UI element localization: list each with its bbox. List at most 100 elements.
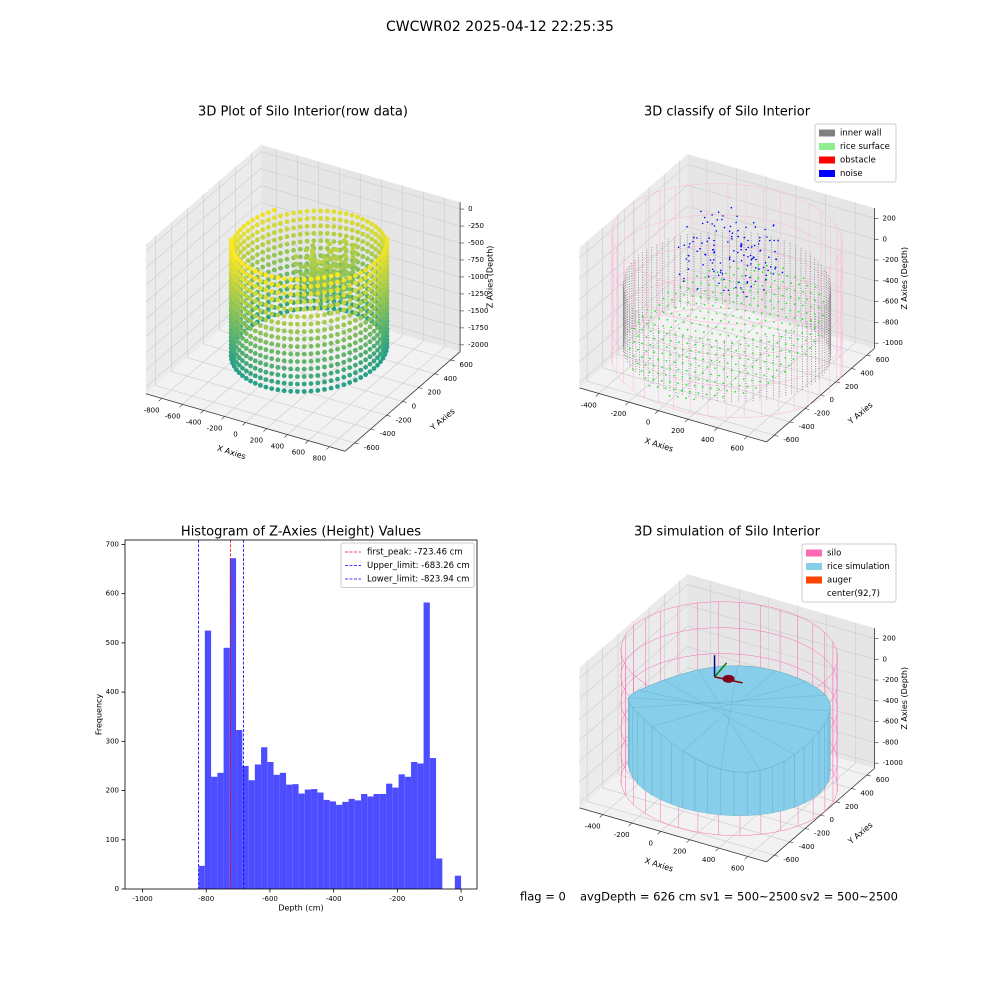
surface-point <box>789 323 791 326</box>
raw-point <box>375 258 380 263</box>
raw-point <box>281 365 287 371</box>
raw-point <box>375 332 380 338</box>
surface-point <box>687 301 690 304</box>
raw-point <box>291 240 296 246</box>
raw-point <box>298 264 304 270</box>
raw-point <box>324 208 330 214</box>
tick-mark <box>774 854 779 857</box>
raw-point <box>288 329 294 334</box>
raw-point <box>311 216 317 221</box>
noise-point <box>723 289 725 292</box>
raw-point <box>331 216 337 222</box>
raw-point <box>240 261 245 266</box>
raw-point <box>341 322 347 328</box>
bar <box>423 602 430 889</box>
surface-point <box>722 382 725 384</box>
raw-point <box>308 336 314 342</box>
raw-point <box>315 350 321 356</box>
raw-point <box>288 366 294 372</box>
x-tick-label: -600 <box>165 412 181 420</box>
raw-point <box>318 245 324 251</box>
raw-point <box>238 234 243 240</box>
raw-point <box>275 282 281 288</box>
rice-mesh <box>663 679 795 755</box>
noise-point <box>678 273 681 276</box>
raw-point <box>353 362 358 368</box>
surface-point <box>756 318 759 321</box>
bar <box>379 793 387 889</box>
raw-point <box>376 227 382 233</box>
raw-point <box>255 215 260 220</box>
surface-point <box>769 272 772 275</box>
z-tick-label: -600 <box>883 298 899 306</box>
surface-point <box>776 328 779 331</box>
raw-point <box>245 258 251 263</box>
raw-point <box>295 292 300 297</box>
raw-point <box>358 330 364 336</box>
raw-point <box>269 348 275 354</box>
raw-point <box>311 238 317 244</box>
tick-mark <box>434 373 439 376</box>
raw-point <box>315 388 321 393</box>
surface-point <box>658 304 661 306</box>
raw-point <box>380 325 386 331</box>
surface-point <box>690 322 693 325</box>
raw-point <box>236 370 242 376</box>
raw-point <box>382 285 388 290</box>
surface-point <box>810 292 813 294</box>
raw-point <box>236 318 242 323</box>
surface-point <box>677 368 680 371</box>
bar <box>223 647 230 889</box>
noise-point <box>745 248 747 251</box>
raw-point <box>335 316 340 322</box>
raw-point <box>380 311 386 316</box>
axes-title: Histogram of Z-Axies (Height) Values <box>181 525 421 540</box>
x-tick-label: 0 <box>459 895 463 903</box>
rice-side <box>629 703 634 779</box>
noise-point <box>727 289 730 292</box>
raw-point <box>284 271 290 277</box>
pane-back <box>687 154 875 349</box>
raw-point <box>328 303 334 309</box>
surface-point <box>707 324 709 327</box>
raw-point <box>295 374 300 379</box>
x-tick-label: 600 <box>731 864 744 872</box>
y-axis-label: Y Axies <box>428 407 457 433</box>
raw-point <box>250 225 255 231</box>
raw-point <box>240 358 245 364</box>
raw-point <box>236 347 242 353</box>
surface-point <box>772 348 774 351</box>
bar <box>217 772 224 889</box>
surface-point <box>644 377 647 380</box>
surface-point <box>794 276 797 278</box>
surface-point <box>732 287 735 290</box>
tick-mark <box>715 847 719 852</box>
surface-point <box>681 389 683 392</box>
noise-point <box>764 279 767 281</box>
raw-point <box>322 372 327 377</box>
z-tick-label: -750 <box>468 256 484 264</box>
grid-line <box>687 247 875 302</box>
raw-point <box>382 277 388 283</box>
surface-point <box>637 321 640 324</box>
raw-point <box>281 283 287 289</box>
surface-point <box>736 322 738 325</box>
surface-point <box>706 338 709 341</box>
noise-point <box>692 236 695 239</box>
raw-point <box>243 368 249 374</box>
raw-point <box>248 371 254 376</box>
raw-point <box>252 313 258 319</box>
grid-line <box>155 385 355 444</box>
raw-point <box>353 355 358 361</box>
surface-point <box>766 264 768 267</box>
raw-point <box>308 358 314 364</box>
legend-swatch <box>806 590 822 597</box>
status-sv1: sv1 = 500~2500 <box>700 890 798 904</box>
surface-point <box>755 387 757 389</box>
raw-point <box>375 318 380 323</box>
surface-point <box>653 351 656 354</box>
raw-point <box>301 381 307 387</box>
raw-point <box>304 238 310 244</box>
legend-swatch <box>819 156 835 164</box>
raw-point <box>243 323 249 329</box>
